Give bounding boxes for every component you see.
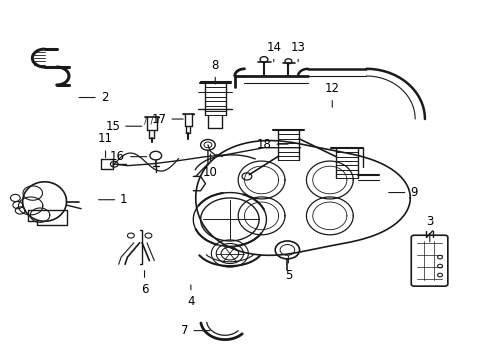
Text: 8: 8 <box>211 59 219 84</box>
Text: 5: 5 <box>284 256 291 282</box>
Text: 10: 10 <box>203 154 217 179</box>
Text: 12: 12 <box>324 82 339 107</box>
Text: 3: 3 <box>425 215 432 242</box>
Text: 13: 13 <box>290 41 305 62</box>
FancyBboxPatch shape <box>410 235 447 286</box>
Text: 11: 11 <box>98 132 113 157</box>
Text: 2: 2 <box>79 91 108 104</box>
Text: 15: 15 <box>105 120 142 133</box>
Text: 16: 16 <box>110 150 146 163</box>
Text: 14: 14 <box>265 41 281 62</box>
Text: 17: 17 <box>151 113 183 126</box>
Text: 1: 1 <box>99 193 127 206</box>
Text: 7: 7 <box>181 324 209 337</box>
Text: 9: 9 <box>388 186 417 199</box>
Text: 18: 18 <box>256 138 287 150</box>
Text: 4: 4 <box>187 285 194 309</box>
Text: 6: 6 <box>141 271 148 296</box>
